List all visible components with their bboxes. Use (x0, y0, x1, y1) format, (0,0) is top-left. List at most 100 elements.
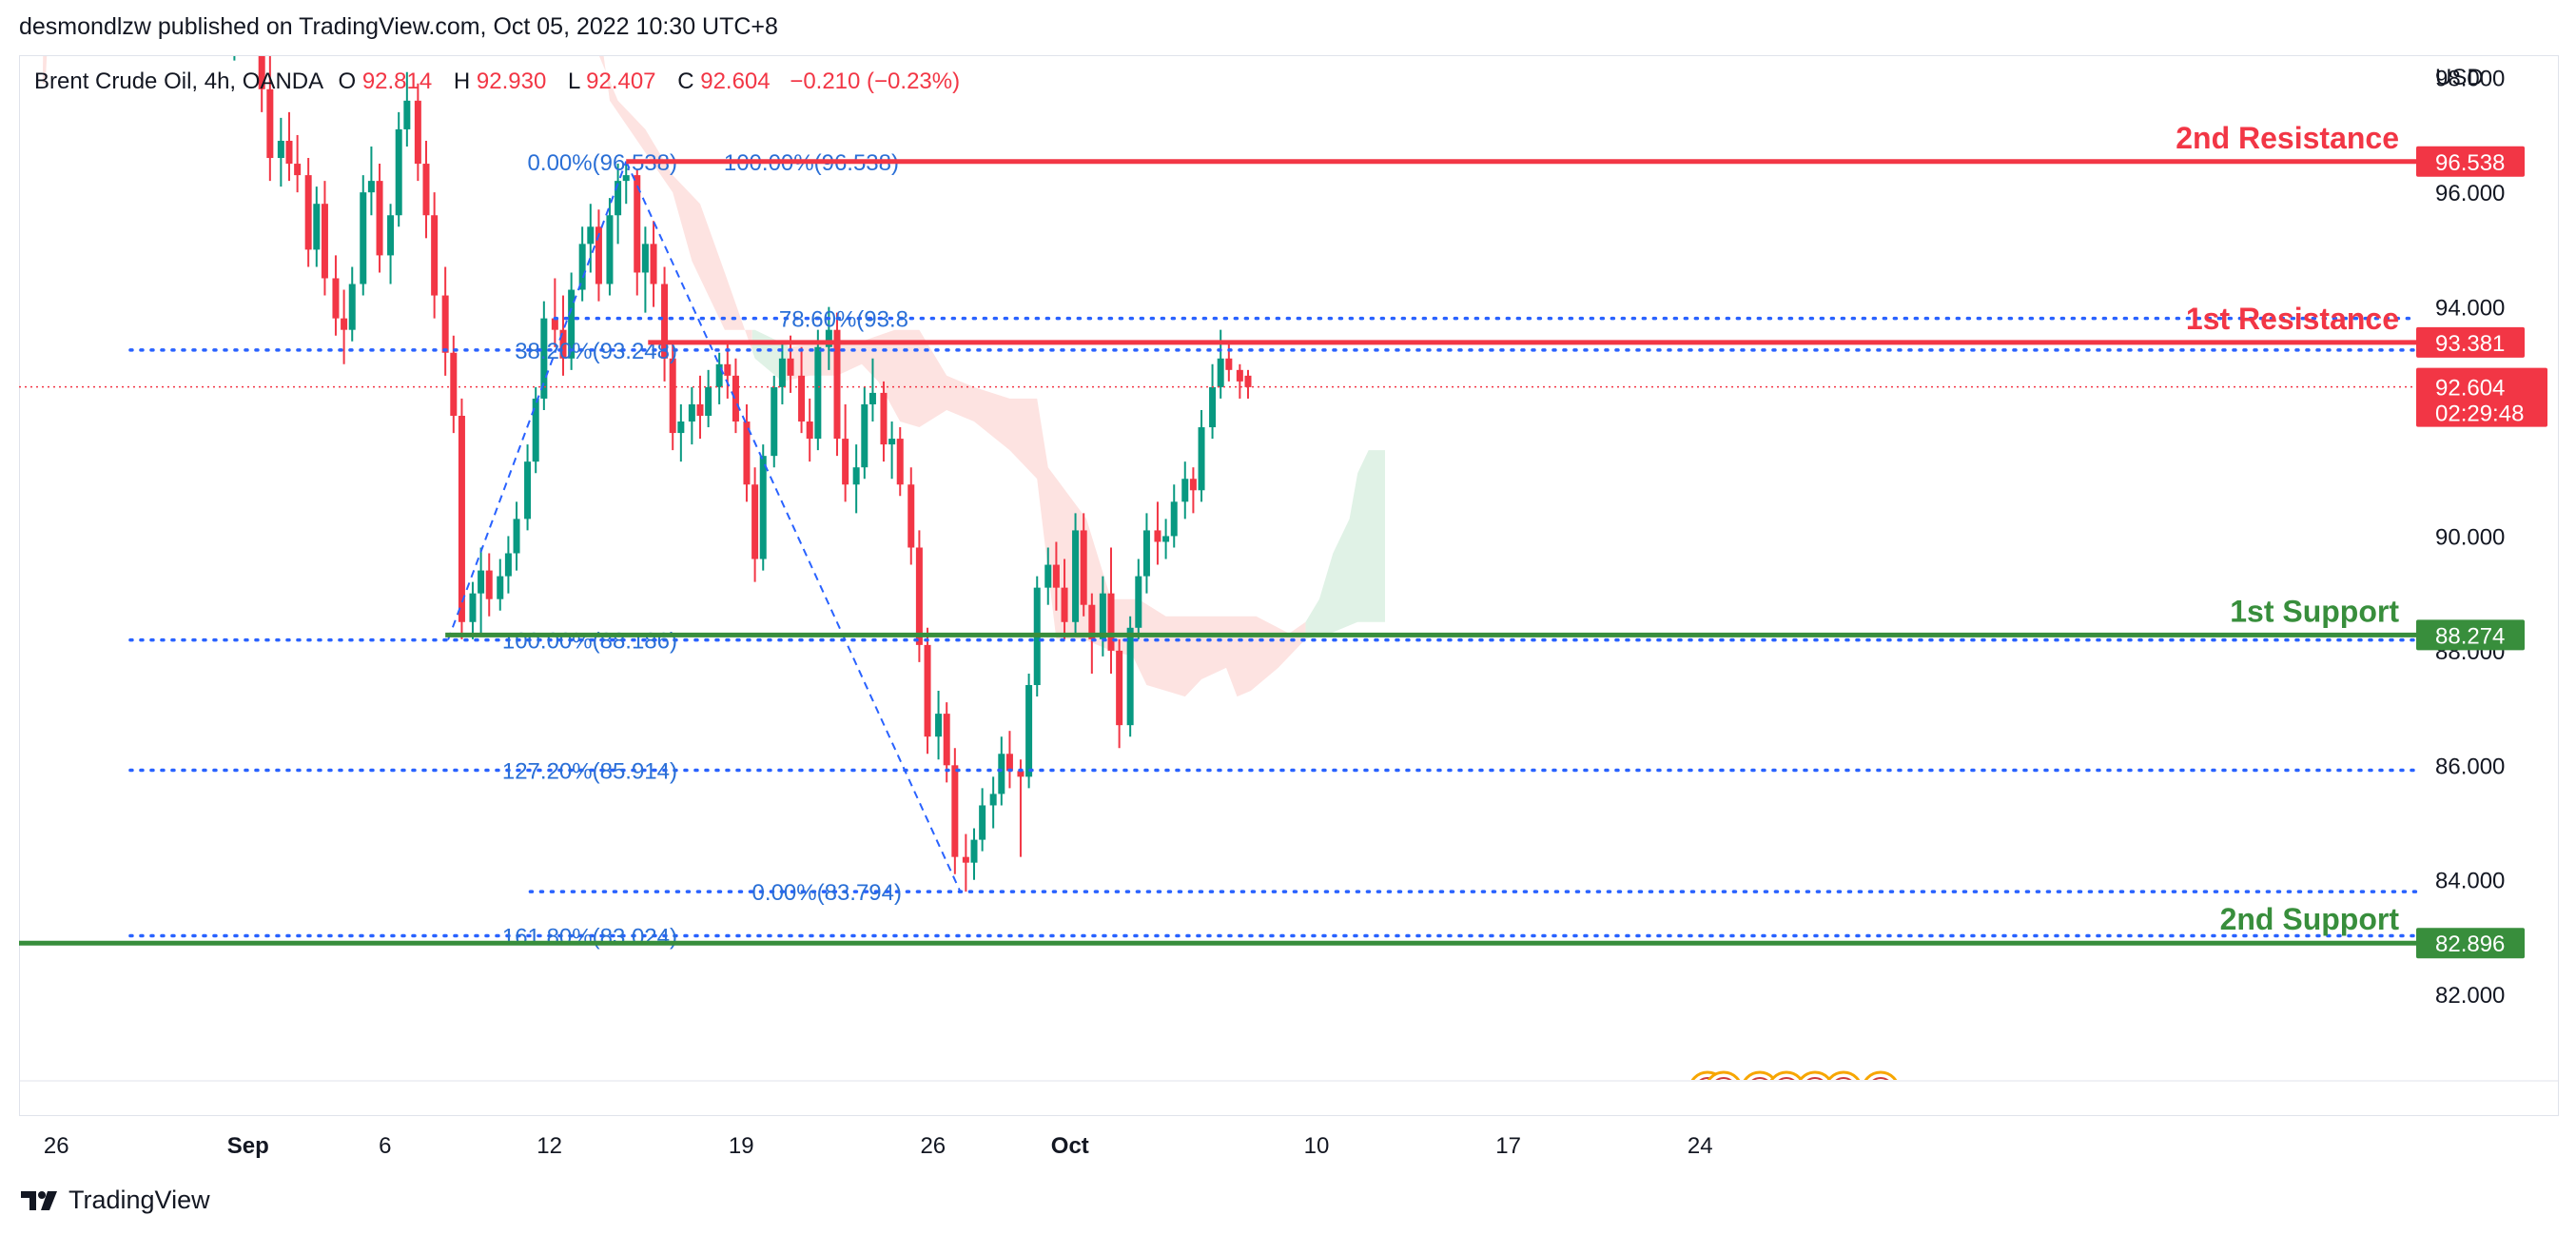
event-flag-stripe (1869, 1085, 1892, 1088)
candle (360, 175, 367, 296)
candle (759, 444, 767, 571)
candle (504, 536, 512, 594)
x-tick-label: 12 (537, 1133, 562, 1159)
legend-close-label: C (677, 69, 693, 94)
candle-body (568, 289, 576, 359)
candle-body (1198, 427, 1205, 491)
fib-ext-label: 100.00%(88.186) (502, 629, 677, 655)
candle-body (888, 439, 896, 445)
candle-body (1116, 650, 1123, 726)
candle (1198, 409, 1205, 502)
y-tick-label: 86.000 (2435, 754, 2505, 779)
candle (458, 398, 465, 639)
candle-body (915, 547, 923, 645)
us-flag-icon (1769, 1070, 1804, 1095)
candle (989, 776, 997, 829)
candle-body (907, 484, 915, 548)
legend-close: 92.604 (700, 69, 770, 94)
legend-symbol: Brent Crude Oil, 4h, OANDA (34, 69, 323, 94)
candle-body (559, 329, 567, 359)
event-flag-field (1699, 1077, 1716, 1080)
fib-ret-label: 78.60%(93.8 (779, 307, 908, 333)
y-tick-label: 96.000 (2435, 181, 2505, 206)
candle-body (485, 570, 493, 599)
y-tick-label: 84.000 (2435, 869, 2505, 894)
candle-body (751, 484, 759, 559)
candle-body (285, 140, 293, 165)
candle (332, 255, 340, 336)
candle-body (1189, 479, 1197, 491)
candle (568, 272, 576, 370)
y-tick-label: 90.000 (2435, 524, 2505, 550)
candle-body (896, 439, 904, 485)
y-axis-unit: USD (2435, 65, 2484, 90)
y-tick-label: 94.000 (2435, 296, 2505, 322)
candle-body (935, 714, 943, 737)
candle-body (1088, 604, 1096, 639)
candle-body (970, 839, 978, 863)
event-flag-stripe (1832, 1085, 1855, 1088)
candle (852, 444, 860, 514)
event-flag-stripe (1775, 1092, 1798, 1095)
fib-ext-label: 127.20%(85.914) (502, 758, 677, 784)
x-tick-label: 17 (1495, 1133, 1521, 1159)
candle-body (540, 318, 548, 399)
event-ring (1769, 1070, 1804, 1080)
candle-body (979, 805, 986, 840)
candle (304, 158, 312, 267)
candle-body (1080, 530, 1087, 605)
candle-body (798, 375, 806, 422)
axes: USD (19, 65, 2559, 1082)
candle-body (513, 519, 520, 554)
candle-body (1142, 530, 1150, 577)
candle (951, 748, 959, 874)
candle (705, 369, 712, 428)
event-flag-stripe (1748, 1092, 1771, 1095)
candle (250, 0, 257, 38)
candle (833, 312, 841, 457)
candle-body (1135, 576, 1142, 628)
fib-ext-label: 161.80%(83.024) (502, 925, 677, 951)
candle-body (650, 244, 657, 284)
candle-body (861, 403, 868, 468)
candle-body (1217, 358, 1224, 387)
last-price-tag (2416, 367, 2547, 427)
candle (441, 266, 449, 376)
candle-body (376, 181, 383, 256)
fib-levels: 38.20%(93.248)100.00%(88.186)127.20%(85.… (128, 150, 2418, 951)
candle-body (250, 0, 257, 21)
zigzag-segment (447, 161, 628, 640)
candle-body (1162, 536, 1170, 542)
candle (422, 140, 430, 239)
tradingview-brand[interactable]: TradingView (19, 1186, 210, 1215)
candle-body (989, 794, 997, 806)
us-flag-icon (1798, 1070, 1832, 1080)
event-flag-stripe (1712, 1085, 1735, 1088)
x-tick-label: 24 (1688, 1133, 1713, 1159)
candle (669, 341, 676, 451)
level-name: 1st Resistance (2186, 302, 2399, 336)
candle (1116, 638, 1123, 749)
candle (806, 398, 813, 462)
candle (650, 221, 657, 307)
event-ring (1826, 1070, 1861, 1080)
svg-text:Brent Crude Oil, 4h, OANDA: Brent Crude Oil, 4h, OANDA O 92.814 H 92… (34, 69, 960, 94)
candle (485, 553, 493, 617)
price-tag (2416, 326, 2525, 358)
candle (771, 375, 778, 468)
candle-body (1107, 593, 1115, 651)
candle-body (641, 244, 649, 273)
candle (935, 691, 943, 760)
candle-body (962, 856, 969, 863)
candle-body (1154, 530, 1161, 542)
candle-body (294, 164, 302, 176)
candle (387, 204, 395, 284)
event-flag-stripe (1696, 1092, 1719, 1095)
candles (233, 0, 1252, 892)
candle (313, 186, 321, 267)
candle-body (696, 403, 704, 416)
ichimoku-cloud (19, 56, 1385, 697)
candle-body (578, 244, 586, 290)
candle (615, 164, 622, 245)
